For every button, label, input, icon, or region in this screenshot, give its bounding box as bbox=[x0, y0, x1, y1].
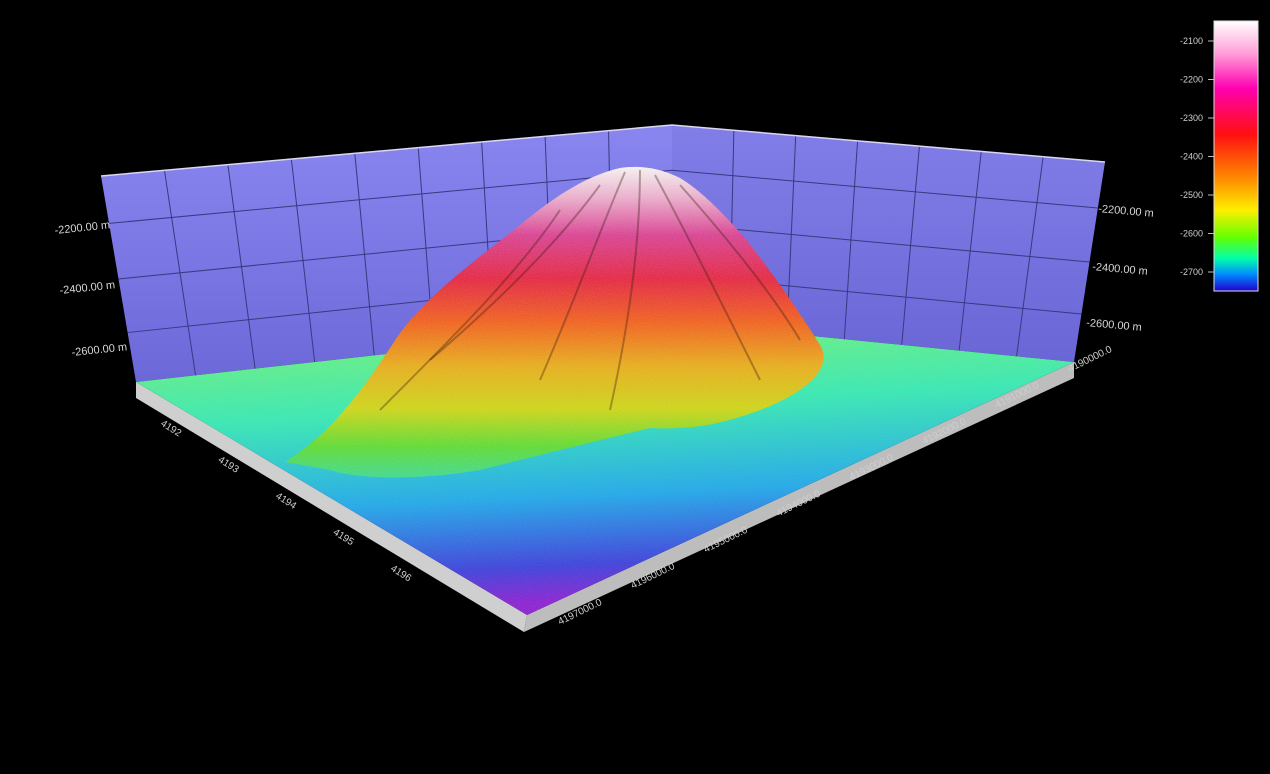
z-axis-left: -2200.00 m -2400.00 m -2600.00 m bbox=[54, 219, 128, 359]
colorbar-tick-label: -2700 bbox=[1180, 267, 1203, 277]
grid-line bbox=[109, 169, 1098, 224]
colorbar bbox=[1213, 20, 1259, 292]
base-left-edge bbox=[136, 382, 527, 632]
wall-top-edge bbox=[100, 124, 1106, 177]
seamount-ridges bbox=[379, 169, 801, 411]
left-tick-label: 4195 bbox=[331, 527, 356, 548]
colorbar-tick-label: -2200 bbox=[1180, 75, 1203, 85]
z-tick-label: -2200.00 m bbox=[1098, 203, 1154, 220]
seamount-texture bbox=[285, 166, 824, 478]
z-axis-right: -2200.00 m -2400.00 m -2600.00 m bbox=[1086, 203, 1154, 334]
z-tick-label: -2600.00 m bbox=[71, 341, 128, 359]
colorbar-tick-label: -2100 bbox=[1180, 36, 1203, 46]
left-tick-label: 4194 bbox=[273, 491, 298, 512]
colorbar-tick-label: -2600 bbox=[1180, 229, 1203, 239]
z-tick-label: -2200.00 m bbox=[54, 219, 111, 237]
colorbar-ticks: -2100 -2200 -2300 -2400 -2500 -2600 -2700 bbox=[1180, 36, 1214, 277]
colorbar-tick-label: -2400 bbox=[1180, 152, 1203, 162]
z-tick-label: -2600.00 m bbox=[1086, 317, 1142, 334]
colorbar-tick-label: -2500 bbox=[1180, 190, 1203, 200]
z-tick-label: -2400.00 m bbox=[1092, 261, 1148, 278]
colorbar-tick-label: -2300 bbox=[1180, 113, 1203, 123]
left-tick-label: 4196 bbox=[388, 563, 413, 584]
z-tick-label: -2400.00 m bbox=[59, 279, 116, 297]
base-right-edge bbox=[524, 362, 1074, 632]
